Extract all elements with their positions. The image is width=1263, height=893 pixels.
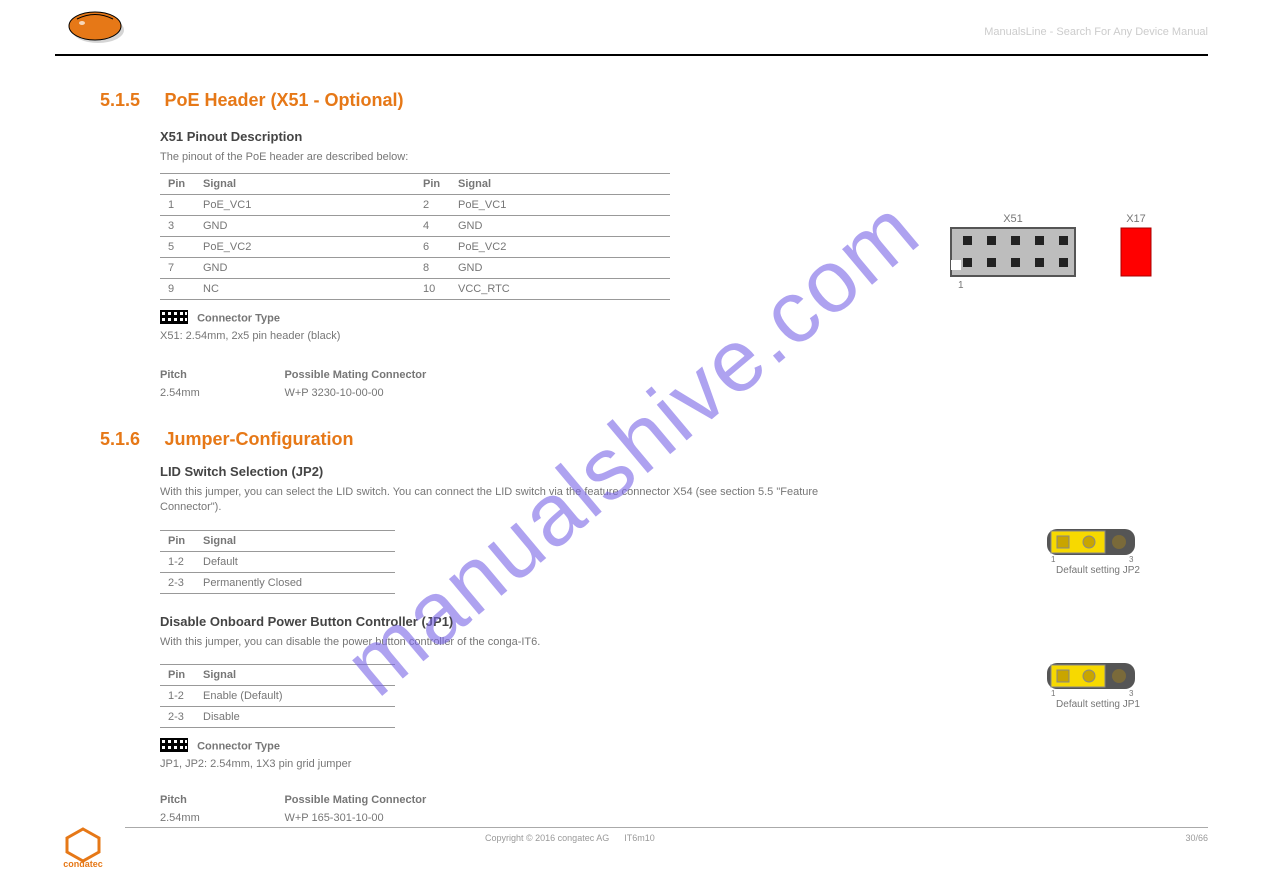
table-cell: PoE_VC1 <box>450 195 670 216</box>
jp1-jumper-diagram: 1 3 Default setting JP1 <box>993 656 1203 710</box>
table-row: 2-3Disable <box>160 706 395 727</box>
lid-heading: LID Switch Selection (JP2) <box>160 464 1203 479</box>
table-cell: 2-3 <box>160 706 195 727</box>
mate-value: W+P 3230-10-00-00 <box>284 387 383 399</box>
congatec-logo-icon: congatec <box>55 825 111 867</box>
disable-body: With this jumper, you can disable the po… <box>160 635 880 650</box>
connector-type-label: Connector Type <box>197 740 280 752</box>
table-cell: GND <box>195 258 415 279</box>
section-title-515: PoE Header (X51 - Optional) <box>164 90 403 111</box>
page-header: ManualsLine - Search For Any Device Manu… <box>55 8 1208 56</box>
table-row: 5PoE_VC26PoE_VC2 <box>160 237 670 258</box>
table-cell: Default <box>195 551 395 572</box>
mate-label-2: Possible Mating Connector <box>284 794 426 806</box>
table-cell: 1-2 <box>160 685 195 706</box>
table-cell: GND <box>450 216 670 237</box>
table-row: 1-2Enable (Default) <box>160 685 395 706</box>
jp-connector-type: JP1, JP2: 2.54mm, 1X3 pin grid jumper <box>160 757 880 772</box>
lid-body: With this jumper, you can select the LID… <box>160 485 880 516</box>
section-title-516: Jumper-Configuration <box>164 429 353 450</box>
pitch-label-2: Pitch <box>160 794 280 806</box>
table-header: Pin <box>160 530 195 551</box>
disable-heading: Disable Onboard Power Button Controller … <box>160 614 1203 629</box>
jp2-jumper-diagram: 1 3 Default setting JP2 <box>993 522 1203 576</box>
table-row: 7GND8GND <box>160 258 670 279</box>
table-cell: 8 <box>415 258 450 279</box>
svg-text:3: 3 <box>1129 689 1134 696</box>
table-cell: VCC_RTC <box>450 279 670 300</box>
svg-text:1: 1 <box>1051 555 1056 562</box>
table-row: 1PoE_VC12PoE_VC1 <box>160 195 670 216</box>
pitch-value-2: 2.54mm <box>160 812 280 824</box>
jp2-table: PinSignal 1-2Default2-3Permanently Close… <box>160 530 395 594</box>
x51-pinout-heading: X51 Pinout Description <box>160 129 1203 144</box>
pitch-value: 2.54mm <box>160 387 280 399</box>
footer-rule <box>125 827 1208 828</box>
table-cell: GND <box>450 258 670 279</box>
mate-value-2: W+P 165-301-10-00 <box>284 812 383 824</box>
table-header: Pin <box>415 174 450 195</box>
table-cell: 2 <box>415 195 450 216</box>
svg-text:1: 1 <box>1051 689 1056 696</box>
section-number-515: 5.1.5 <box>100 90 160 111</box>
table-header: Signal <box>195 174 415 195</box>
table-header: Signal <box>195 664 395 685</box>
table-cell: 6 <box>415 237 450 258</box>
table-row: 1-2Default <box>160 551 395 572</box>
table-cell: 7 <box>160 258 195 279</box>
x51-connector-type: X51: 2.54mm, 2x5 pin header (black) <box>160 329 880 344</box>
jp-connector-type-row: Connector Type <box>160 738 1203 755</box>
pitch-label: Pitch <box>160 369 280 381</box>
table-cell: PoE_VC1 <box>195 195 415 216</box>
table-cell: 4 <box>415 216 450 237</box>
section-number-516: 5.1.6 <box>100 429 160 450</box>
page-content: 5.1.5 PoE Header (X51 - Optional) X51 Pi… <box>100 80 1203 826</box>
x51-intro: The pinout of the PoE header are describ… <box>160 150 880 165</box>
table-header: Signal <box>450 174 670 195</box>
table-cell: PoE_VC2 <box>195 237 415 258</box>
mouse-logo-icon <box>60 6 130 48</box>
table-cell: Permanently Closed <box>195 572 395 593</box>
svg-text:3: 3 <box>1129 555 1134 562</box>
table-cell: Disable <box>195 706 395 727</box>
table-cell: PoE_VC2 <box>450 237 670 258</box>
x51-connector-type-row: Connector Type <box>160 310 1203 327</box>
grid-connector-icon <box>160 310 188 327</box>
table-row: 2-3Permanently Closed <box>160 572 395 593</box>
table-header: Pin <box>160 664 195 685</box>
connector-type-label: Connector Type <box>197 313 280 325</box>
table-cell: 9 <box>160 279 195 300</box>
jp2-default-caption: Default setting JP2 <box>993 565 1203 576</box>
footer-page-number: 30/66 <box>1185 833 1208 843</box>
table-cell: 10 <box>415 279 450 300</box>
grid-connector-icon <box>160 738 188 755</box>
table-row: 3GND4GND <box>160 216 670 237</box>
table-header: Signal <box>195 530 395 551</box>
x51-pinout-table: PinSignalPinSignal 1PoE_VC12PoE_VC13GND4… <box>160 173 670 300</box>
table-cell: 2-3 <box>160 572 195 593</box>
mate-label: Possible Mating Connector <box>284 369 426 381</box>
header-tagline: ManualsLine - Search For Any Device Manu… <box>984 26 1208 38</box>
table-cell: GND <box>195 216 415 237</box>
page-footer: congatec Copyright © 2016 congatec AG IT… <box>55 827 1208 867</box>
footer-copyright: Copyright © 2016 congatec AG IT6m10 <box>485 833 655 843</box>
table-cell: Enable (Default) <box>195 685 395 706</box>
table-cell: 1-2 <box>160 551 195 572</box>
table-cell: 1 <box>160 195 195 216</box>
jp1-table: PinSignal 1-2Enable (Default)2-3Disable <box>160 664 395 728</box>
table-row: 9NC10VCC_RTC <box>160 279 670 300</box>
table-cell: 3 <box>160 216 195 237</box>
svg-text:congatec: congatec <box>63 859 103 867</box>
table-header: Pin <box>160 174 195 195</box>
table-cell: NC <box>195 279 415 300</box>
table-cell: 5 <box>160 237 195 258</box>
jp1-default-caption: Default setting JP1 <box>993 699 1203 710</box>
